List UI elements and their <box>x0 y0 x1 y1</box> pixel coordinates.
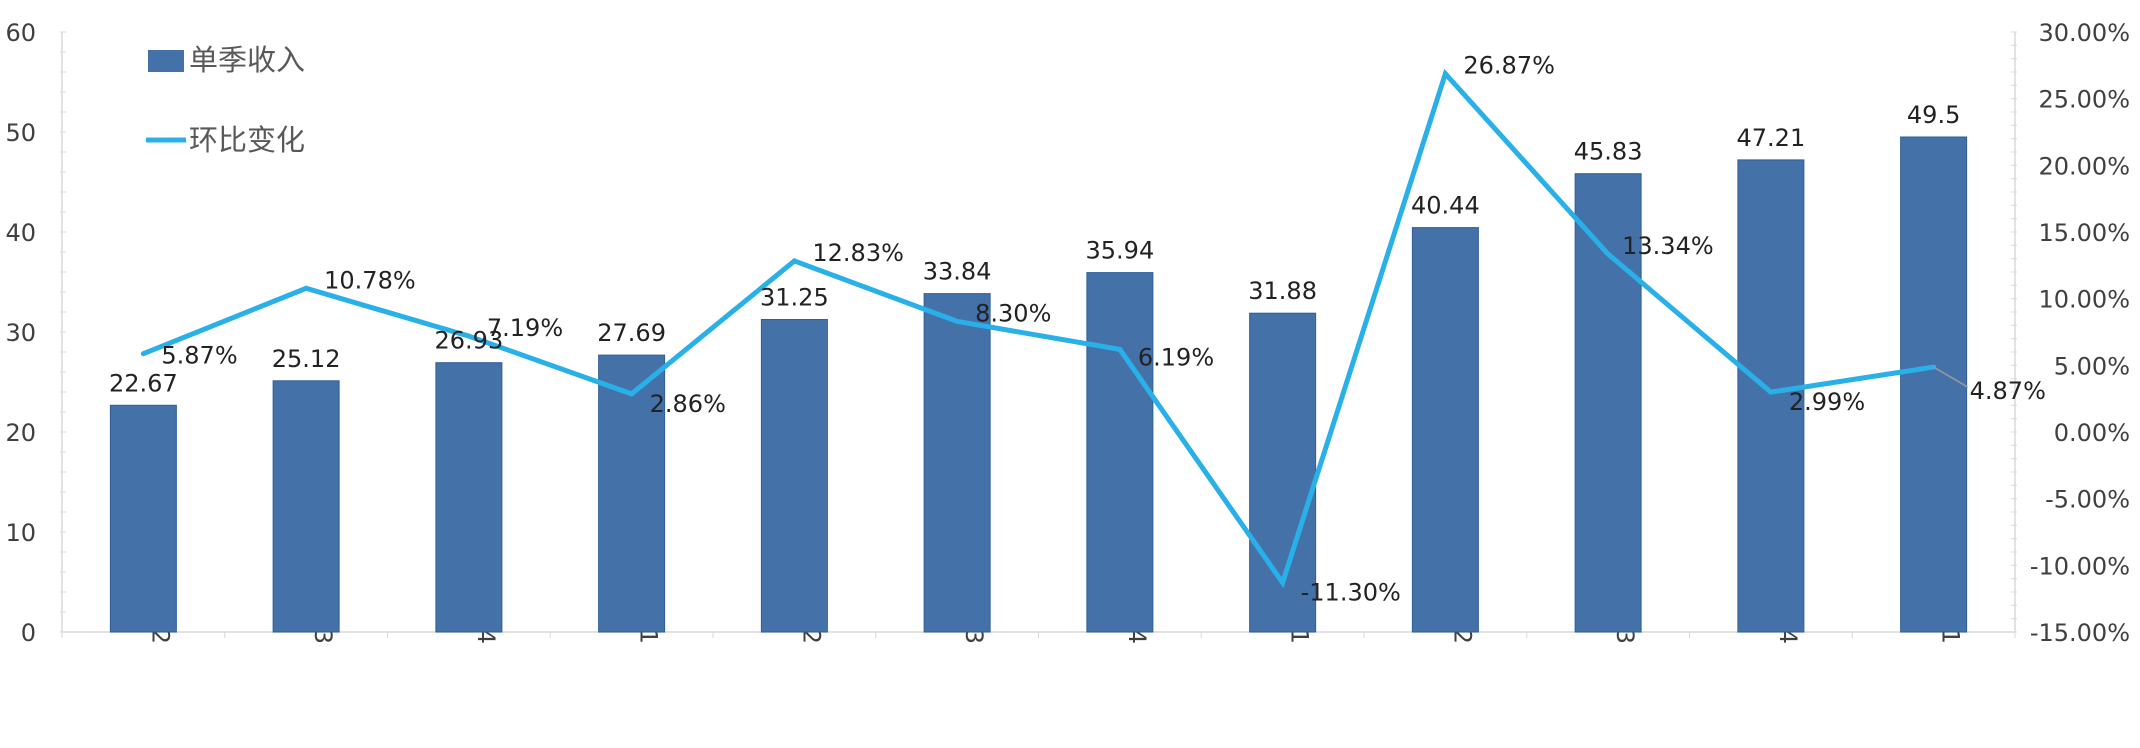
line-value-label: 10.78% <box>324 266 416 294</box>
line-value-label: 2.86% <box>650 390 726 418</box>
right-axis-tick-label: 10.00% <box>2038 286 2130 314</box>
right-axis-tick-label: 5.00% <box>2054 352 2130 380</box>
legend-label-bar: 单季收入 <box>189 43 305 77</box>
bar <box>760 319 828 633</box>
left-axis-tick-label: 60 <box>5 19 36 47</box>
line-value-label: -11.30% <box>1301 579 1401 607</box>
line-point <box>1768 389 1774 395</box>
right-axis-tick-label: 30.00% <box>2038 19 2130 47</box>
line-value-label: 6.19% <box>1138 343 1214 371</box>
right-axis-tick-label: 25.00% <box>2038 86 2130 114</box>
line-value-label: 12.83% <box>812 239 904 267</box>
bar-value-label: 45.83 <box>1574 138 1643 166</box>
line-path <box>142 68 1935 589</box>
bar <box>1737 159 1805 633</box>
line-value-label: 26.87% <box>1463 52 1555 80</box>
right-axis-tick-label: 20.00% <box>2038 152 2130 180</box>
left-axis-tick-label: 0 <box>21 619 36 647</box>
bar <box>1900 136 1968 633</box>
line-point <box>791 258 797 264</box>
left-axis-tick-label: 50 <box>5 119 36 147</box>
line-point <box>1280 580 1286 586</box>
bar-value-label: 49.5 <box>1907 101 1960 129</box>
line-point <box>954 318 960 324</box>
bar <box>1411 227 1479 633</box>
left-axis-tick-label: 40 <box>5 219 36 247</box>
bar <box>1086 272 1154 633</box>
right-axis-tick-label: -5.00% <box>2045 486 2130 514</box>
bar-value-label: 26.93 <box>435 327 504 355</box>
bar-value-label: 35.94 <box>1086 237 1155 265</box>
right-axis-tick-label: 0.00% <box>2054 419 2130 447</box>
bar-value-label: 22.67 <box>109 369 178 397</box>
left-axis-tick-label: 10 <box>5 519 36 547</box>
bar <box>598 354 666 633</box>
bar <box>109 404 177 633</box>
line-point <box>1442 71 1448 77</box>
line-point <box>466 333 472 339</box>
bar <box>435 362 503 633</box>
line-point <box>140 351 146 357</box>
right-axis-tick-label: -10.00% <box>2030 552 2130 580</box>
right-axis-tick-label: -15.00% <box>2030 619 2130 647</box>
bar-value-label: 33.84 <box>923 258 992 286</box>
line-point <box>1117 346 1123 352</box>
line-series <box>140 68 1969 589</box>
line-point <box>629 391 635 397</box>
bar-series <box>109 136 1968 633</box>
legend-swatch-bar <box>148 50 184 72</box>
left-axis-tick-label: 20 <box>5 419 36 447</box>
bar <box>1574 173 1642 633</box>
legend-label-line: 环比变化 <box>189 123 305 157</box>
bar-value-label: 25.12 <box>272 345 341 373</box>
data-labels: 22.67 25.12 26.93 27.69 31.25 33.84 35.94 31.88… <box>109 52 2046 607</box>
line-value-label: 7.19% <box>487 314 563 342</box>
left-axis-tick-label: 30 <box>5 319 36 347</box>
line-value-label: 4.87% <box>1970 377 2046 405</box>
bar-value-label: 47.21 <box>1737 124 1806 152</box>
leader-line <box>1933 366 1969 388</box>
line-value-label: 13.34% <box>1622 232 1714 260</box>
line-value-label: 5.87% <box>161 342 237 370</box>
right-axis-tick-label: 15.00% <box>2038 219 2130 247</box>
line-point <box>1605 251 1611 257</box>
bar-value-label: 40.44 <box>1411 192 1480 220</box>
line-value-label: 8.30% <box>975 299 1051 327</box>
bar-value-label: 27.69 <box>597 319 666 347</box>
line-value-label: 2.99% <box>1789 388 1865 416</box>
line-point <box>303 285 309 291</box>
bar-value-label: 31.88 <box>1248 277 1317 305</box>
bar <box>272 380 340 633</box>
bar <box>923 293 991 633</box>
bar-value-label: 31.25 <box>760 284 829 312</box>
legend: 单季收入 环比变化 <box>146 43 305 157</box>
